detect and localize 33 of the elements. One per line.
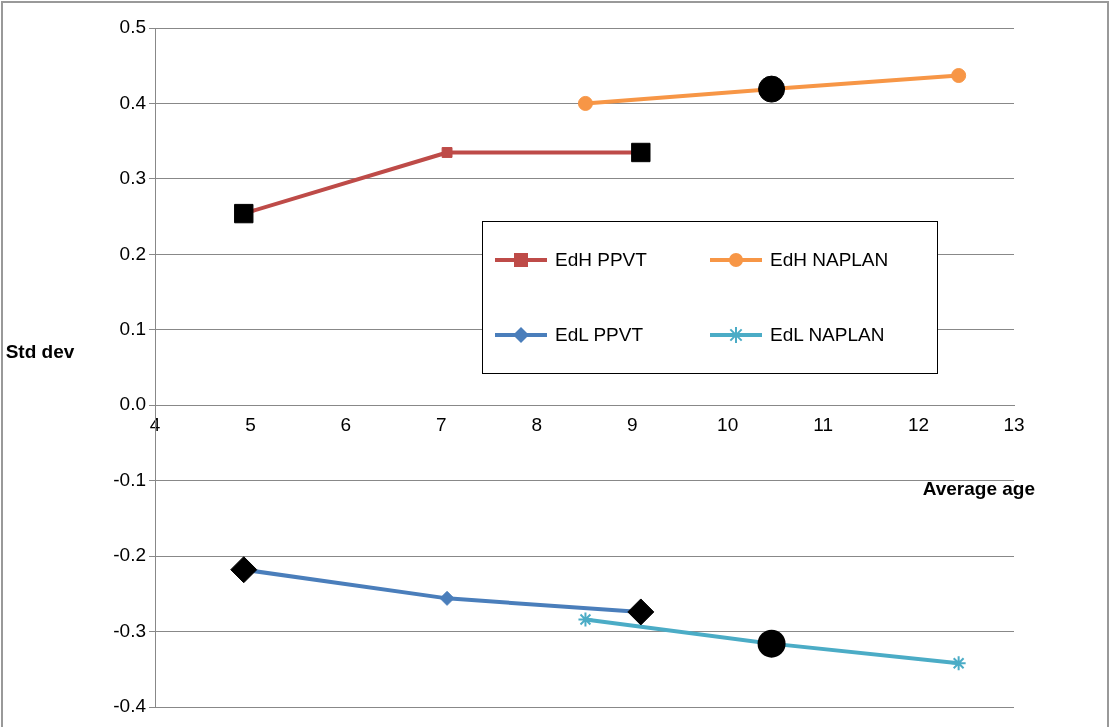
legend-label: EdL NAPLAN bbox=[770, 324, 885, 347]
point bbox=[950, 655, 967, 672]
point bbox=[951, 68, 967, 84]
y-tick-label: -0.1 bbox=[113, 468, 146, 490]
point bbox=[230, 556, 258, 584]
x-tick-label: 5 bbox=[245, 413, 256, 435]
x-tick-label: 7 bbox=[436, 413, 447, 435]
y-tick-label: -0.3 bbox=[113, 619, 146, 641]
legend-label: EdH PPVT bbox=[555, 248, 647, 271]
y-tick-label: 0.3 bbox=[119, 167, 146, 189]
y-tick-label: -0.4 bbox=[113, 695, 147, 717]
y-tick-label: 0.4 bbox=[119, 91, 147, 113]
x-tick-label: 6 bbox=[340, 413, 352, 435]
y-tick-label: 0.2 bbox=[119, 242, 146, 264]
y-tick-label: 0.1 bbox=[119, 318, 146, 340]
y-tick-label: 0.5 bbox=[119, 16, 146, 38]
point bbox=[631, 142, 651, 163]
point bbox=[627, 598, 655, 626]
x-tick-label: 9 bbox=[626, 413, 638, 435]
legend-label: EdH NAPLAN bbox=[770, 248, 889, 271]
x-tick-label: 8 bbox=[531, 413, 543, 435]
y-tick-label: -0.2 bbox=[113, 544, 146, 566]
x-tick-label: 10 bbox=[717, 413, 739, 435]
x-axis-title: Average age bbox=[922, 478, 1035, 500]
point bbox=[577, 611, 594, 628]
point bbox=[577, 95, 593, 111]
legend-label: EdL PPVT bbox=[555, 324, 644, 347]
point bbox=[234, 203, 254, 224]
x-tick-label: 13 bbox=[1003, 413, 1025, 435]
y-axis-title: Std dev bbox=[5, 341, 75, 362]
x-tick-label: 12 bbox=[907, 413, 930, 435]
y-tick-label: 0.0 bbox=[119, 393, 146, 415]
x-tick-label: 11 bbox=[813, 413, 833, 435]
